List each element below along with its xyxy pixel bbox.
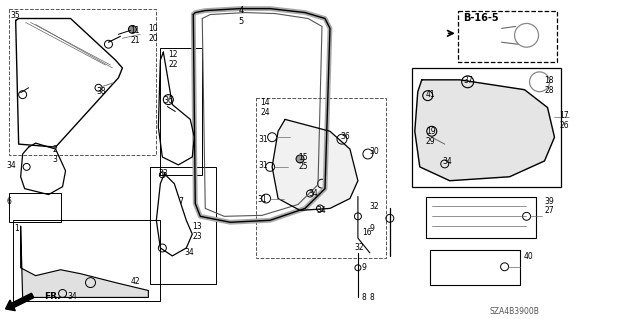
Text: 4: 4 bbox=[238, 6, 243, 15]
Text: 31: 31 bbox=[258, 161, 268, 170]
Text: 20: 20 bbox=[148, 34, 158, 43]
Text: 31: 31 bbox=[258, 135, 268, 144]
Text: 34: 34 bbox=[68, 293, 77, 301]
Bar bbox=[426, 197, 536, 238]
Polygon shape bbox=[415, 80, 554, 181]
Text: 30: 30 bbox=[370, 147, 380, 156]
Text: 14: 14 bbox=[260, 98, 269, 107]
Text: 33: 33 bbox=[158, 169, 168, 178]
Text: 12: 12 bbox=[168, 50, 178, 59]
FancyArrow shape bbox=[6, 293, 34, 311]
Bar bbox=[9, 9, 156, 155]
Text: 34: 34 bbox=[184, 248, 194, 257]
Text: 40: 40 bbox=[524, 252, 533, 261]
Text: 6: 6 bbox=[6, 197, 12, 205]
Text: SZA4B3900B: SZA4B3900B bbox=[490, 307, 540, 316]
Text: 1: 1 bbox=[15, 224, 19, 233]
Text: 36: 36 bbox=[163, 96, 173, 105]
Text: 8: 8 bbox=[362, 293, 367, 302]
Bar bbox=[150, 167, 216, 284]
Text: 34: 34 bbox=[6, 161, 17, 170]
Text: B-16-5: B-16-5 bbox=[463, 12, 499, 23]
Polygon shape bbox=[20, 226, 148, 297]
Text: FR.: FR. bbox=[45, 293, 61, 301]
Text: 5: 5 bbox=[238, 17, 243, 26]
Bar bbox=[412, 68, 561, 187]
Text: 8: 8 bbox=[370, 293, 374, 302]
Circle shape bbox=[129, 26, 136, 33]
Bar bbox=[256, 98, 386, 258]
Text: 26: 26 bbox=[559, 121, 569, 130]
Text: 10: 10 bbox=[148, 25, 158, 33]
Text: 29: 29 bbox=[426, 137, 435, 146]
Text: 17: 17 bbox=[559, 111, 569, 121]
Text: 18: 18 bbox=[545, 76, 554, 85]
Text: 42: 42 bbox=[131, 277, 140, 286]
Text: 16: 16 bbox=[362, 228, 372, 237]
Text: 24: 24 bbox=[260, 108, 269, 116]
Text: 27: 27 bbox=[545, 206, 554, 215]
Bar bbox=[9, 193, 61, 222]
Text: 13: 13 bbox=[192, 222, 202, 231]
Text: 32: 32 bbox=[370, 203, 380, 211]
Text: 34: 34 bbox=[308, 189, 318, 198]
Text: 32: 32 bbox=[354, 243, 364, 252]
Text: 36: 36 bbox=[340, 132, 349, 141]
Text: 38: 38 bbox=[97, 87, 106, 96]
Text: 35: 35 bbox=[11, 11, 20, 19]
Text: 25: 25 bbox=[298, 162, 308, 171]
Text: 23: 23 bbox=[192, 232, 202, 241]
Text: 39: 39 bbox=[545, 197, 554, 205]
Polygon shape bbox=[272, 119, 358, 211]
Text: 7: 7 bbox=[179, 197, 183, 205]
Circle shape bbox=[296, 155, 304, 163]
Text: 9: 9 bbox=[362, 263, 367, 272]
Text: 15: 15 bbox=[298, 153, 308, 162]
Text: 37: 37 bbox=[464, 76, 474, 85]
Bar bbox=[458, 11, 557, 62]
Bar bbox=[13, 220, 161, 301]
Text: 19: 19 bbox=[426, 127, 435, 136]
Text: 31: 31 bbox=[257, 195, 267, 204]
Bar bbox=[161, 48, 202, 175]
Text: 22: 22 bbox=[168, 60, 178, 69]
Text: 2: 2 bbox=[52, 145, 58, 154]
Bar bbox=[430, 250, 520, 285]
Text: 34: 34 bbox=[316, 206, 326, 215]
Text: 11: 11 bbox=[131, 26, 140, 35]
Text: 3: 3 bbox=[52, 155, 58, 164]
Text: 34: 34 bbox=[443, 157, 452, 166]
Text: 9: 9 bbox=[370, 224, 375, 233]
Text: 28: 28 bbox=[545, 86, 554, 95]
Text: 21: 21 bbox=[131, 36, 140, 45]
Text: 41: 41 bbox=[426, 90, 435, 99]
